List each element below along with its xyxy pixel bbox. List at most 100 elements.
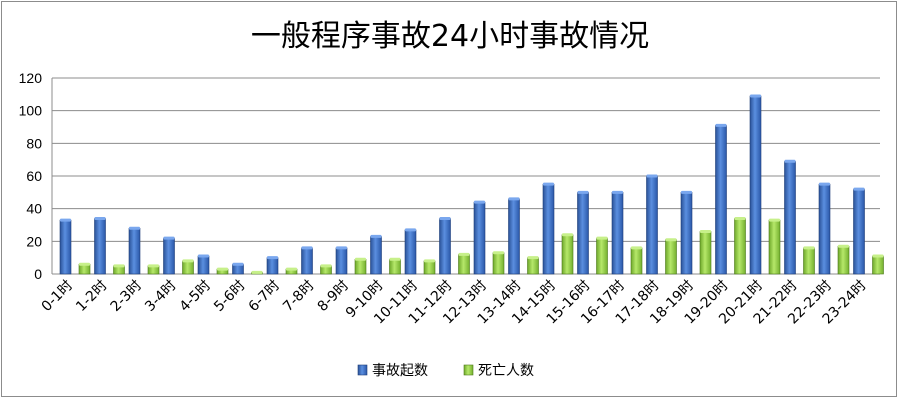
bar-cap-accident-count (94, 216, 106, 220)
bar-cap-death-count (251, 270, 263, 274)
y-tick-label: 40 (26, 201, 42, 217)
bar-death-count (630, 247, 643, 275)
bar-cap-death-count (803, 246, 815, 250)
y-axis-ticks: 0 20 40 60 80 100 120 (19, 70, 43, 282)
bar-accident-count (853, 188, 865, 275)
bar-accident-count (128, 227, 141, 275)
bar-death-count (803, 247, 815, 275)
bar-accident-count (611, 192, 624, 275)
legend-swatch (463, 364, 474, 376)
x-tick-label: 4-5时 (177, 278, 214, 315)
bar-accident-count (715, 125, 727, 275)
x-tick-label: 1-2时 (73, 278, 110, 315)
bar-cap-death-count (182, 259, 194, 263)
x-tick-label: 7-8时 (280, 278, 317, 315)
bar-cap-death-count (631, 246, 642, 250)
bar-cap-death-count (458, 252, 470, 256)
bar-cap-accident-count (784, 159, 796, 163)
y-tick-label: 20 (26, 233, 42, 249)
bar-death-count (665, 239, 677, 275)
x-tick-label: 0-1时 (39, 278, 76, 315)
legend: 事故起数 死亡人数 (357, 363, 534, 379)
y-tick-label: 100 (19, 103, 43, 119)
bar-cap-accident-count (198, 254, 209, 258)
bar-accident-count (163, 237, 175, 275)
bar-death-count (492, 252, 505, 275)
y-tick-label: 120 (19, 70, 43, 86)
y-tick-label: 0 (34, 266, 42, 282)
bar-cap-death-count (872, 254, 884, 258)
bar-death-count (423, 260, 436, 275)
bar-death-count (389, 258, 401, 275)
x-tick-label: 2-3时 (108, 278, 145, 315)
bar-cap-death-count (79, 262, 90, 266)
bar-cap-death-count (286, 267, 297, 271)
bar-cap-accident-count (370, 234, 382, 238)
bar-cap-accident-count (577, 190, 589, 194)
bar-cap-accident-count (750, 94, 761, 98)
bar-accident-count (680, 192, 693, 275)
bar-cap-accident-count (853, 187, 865, 191)
bar-accident-count (646, 175, 658, 275)
bar-cap-accident-count (129, 226, 140, 230)
bar-cap-death-count (596, 236, 608, 240)
bar-accident-count (197, 255, 210, 275)
bar-death-count (354, 258, 367, 275)
bar-accident-count (94, 218, 106, 275)
legend-label: 死亡人数 (478, 363, 534, 379)
bar-cap-death-count (665, 238, 677, 242)
bar-cap-death-count (113, 264, 125, 268)
bar-accident-count (59, 219, 72, 275)
bar-death-count (734, 218, 746, 275)
bar-cap-death-count (217, 267, 228, 271)
bar-cap-accident-count (232, 262, 244, 266)
bar-cap-death-count (320, 264, 332, 268)
bar-cap-accident-count (439, 216, 451, 220)
bar-death-count (527, 257, 539, 275)
bar-cap-accident-count (267, 256, 278, 260)
bar-cap-accident-count (301, 246, 313, 250)
bar-accident-count (439, 218, 451, 275)
chart-title: 一般程序事故24小时事故情况 (251, 19, 649, 54)
bar-cap-accident-count (646, 174, 658, 178)
bar-cap-accident-count (474, 200, 485, 204)
legend-swatch (357, 364, 368, 376)
bar-cap-death-count (700, 230, 711, 234)
x-tick-label: 3-4时 (142, 278, 179, 315)
bar-accident-count (784, 161, 796, 275)
bar-cap-death-count (424, 259, 435, 263)
bar-cap-death-count (527, 256, 539, 260)
x-tick-label: 6-7时 (246, 278, 283, 315)
bar-death-count (872, 255, 884, 275)
bar-cap-death-count (148, 264, 159, 268)
bar-cap-death-count (562, 233, 573, 237)
bar-accident-count (301, 247, 313, 275)
legend-label: 事故起数 (372, 363, 428, 379)
bar-cap-death-count (734, 216, 746, 220)
bar-cap-death-count (838, 244, 849, 248)
bar-cap-death-count (493, 251, 504, 255)
bar-death-count (596, 237, 608, 275)
bar-cap-accident-count (60, 218, 71, 222)
bar-accident-count (335, 247, 348, 275)
bar-cap-accident-count (681, 190, 692, 194)
bar-death-count (561, 234, 574, 275)
bar-cap-accident-count (543, 182, 554, 186)
bar-cap-accident-count (336, 246, 347, 250)
bar-accident-count (577, 192, 589, 275)
bar-death-count (182, 260, 194, 275)
bar-death-count (458, 254, 470, 275)
bar-accident-count (404, 229, 417, 275)
bar-cap-death-count (355, 257, 366, 261)
bar-accident-count (266, 257, 279, 275)
bar-death-count (768, 219, 781, 275)
y-tick-label: 60 (26, 168, 42, 184)
bar-cap-accident-count (612, 190, 623, 194)
bar-cap-accident-count (819, 182, 830, 186)
bar-cap-accident-count (715, 123, 727, 127)
bar-accident-count (818, 183, 831, 275)
bar-death-count (837, 245, 850, 275)
x-axis-ticks: 0-1时1-2时2-3时3-4时4-5时5-6时6-7时7-8时8-9时9-10… (39, 278, 870, 328)
